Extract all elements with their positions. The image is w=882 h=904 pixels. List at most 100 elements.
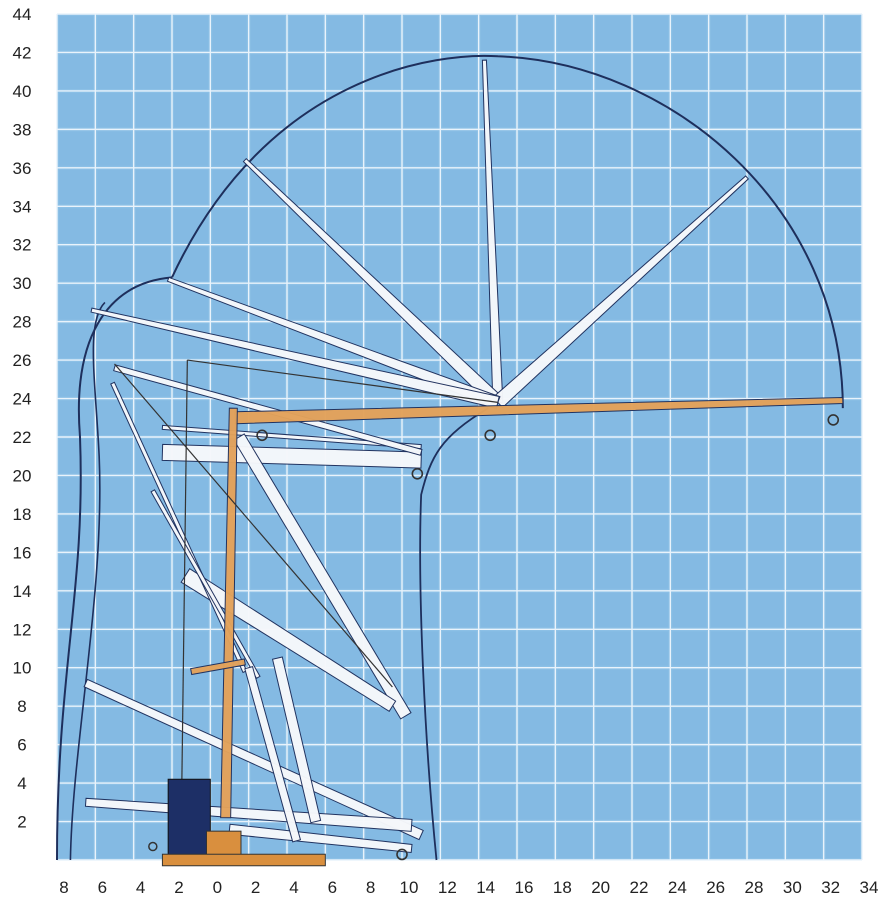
grid-cell [710, 208, 745, 243]
grid-cell [710, 746, 745, 782]
grid-cell [519, 169, 554, 205]
grid-cell [672, 323, 707, 359]
grid-cell [135, 515, 170, 551]
grid-cell [710, 285, 745, 320]
boom-low-b [84, 797, 413, 832]
grid-cell [519, 208, 554, 243]
y-tick-label: 36 [13, 159, 32, 178]
grid-cell [442, 631, 477, 666]
y-tick-label: 16 [13, 543, 32, 562]
grid-cell [135, 746, 170, 782]
grid-cell [59, 323, 94, 359]
x-tick-label: 0 [213, 878, 222, 897]
grid-cell [135, 169, 170, 205]
boom-left-mid [90, 307, 500, 409]
grid-cell [672, 246, 707, 282]
grid-cell [557, 439, 592, 474]
grid-cell [97, 708, 132, 743]
grid-cell [557, 554, 592, 589]
grid-cell [480, 515, 515, 551]
grid-cell [365, 16, 400, 51]
y-tick-label: 12 [13, 620, 32, 639]
grid-cell [634, 592, 669, 628]
grid-cell [672, 746, 707, 782]
grid-cell [519, 246, 554, 282]
grid-cell [634, 362, 669, 397]
grid-cell [289, 169, 324, 205]
grid-cell [634, 208, 669, 243]
grid-cell [480, 246, 515, 282]
grid-cell [250, 208, 285, 243]
grid-cell [212, 16, 247, 51]
grid-cell [250, 554, 285, 589]
grid-cell [289, 246, 324, 282]
grid-cell [557, 208, 592, 243]
grid-cell [825, 208, 860, 243]
y-tick-label: 44 [13, 5, 32, 24]
boom-diagonal-a [233, 433, 412, 720]
grid-cell [672, 592, 707, 628]
grid-cell [59, 362, 94, 397]
grid-cell [174, 477, 209, 512]
grid-cell [749, 746, 784, 782]
grid-cell [825, 669, 860, 705]
grid-cell [212, 131, 247, 166]
grid-cell [404, 246, 439, 282]
grid-cell [404, 54, 439, 89]
grid-cell [519, 669, 554, 705]
hook-low [396, 848, 408, 861]
grid-cell [59, 477, 94, 512]
grid-cell [97, 554, 132, 589]
grid-cell [97, 54, 132, 89]
grid-cell [59, 92, 94, 128]
y-tick-label: 20 [13, 466, 32, 485]
grid-cell [634, 323, 669, 359]
grid-cell [749, 439, 784, 474]
grid-cell [59, 708, 94, 743]
grid-cell [595, 708, 630, 743]
grid-cell [595, 169, 630, 205]
grid-cell [327, 208, 362, 243]
grid-cell [710, 631, 745, 666]
x-tick-label: 20 [591, 878, 610, 897]
grid-cell [480, 631, 515, 666]
x-tick-label: 8 [366, 878, 375, 897]
grid-cell [787, 554, 822, 589]
grid-cell [404, 16, 439, 51]
y-tick-label: 40 [13, 82, 32, 101]
grid-cell [174, 592, 209, 628]
grid-cell [557, 631, 592, 666]
grid-cell [825, 746, 860, 782]
grid-cell [212, 208, 247, 243]
grid-cell [174, 16, 209, 51]
grid-cell [787, 169, 822, 205]
operator-cab [167, 778, 211, 857]
grid-cell [365, 746, 400, 782]
grid-cell [480, 708, 515, 743]
grid-cell [519, 554, 554, 589]
grid-cell [174, 746, 209, 782]
grid-cell [749, 515, 784, 551]
grid-cell [710, 477, 745, 512]
boom-upper-arm-a [161, 424, 422, 450]
envelope-outer-left [56, 276, 173, 861]
grid-cell [442, 554, 477, 589]
grid-cell [595, 631, 630, 666]
grid-cell [442, 669, 477, 705]
cable-c [180, 360, 188, 803]
grid-cell [634, 746, 669, 782]
grid-cell [480, 439, 515, 474]
grid-cell [710, 16, 745, 51]
grid-cell [519, 785, 554, 820]
grid-cell [787, 592, 822, 628]
grid-cell [519, 746, 554, 782]
grid-cell [250, 169, 285, 205]
grid-cell [557, 285, 592, 320]
x-tick-label: 2 [174, 878, 183, 897]
grid-cell [672, 669, 707, 705]
grid-cell [710, 515, 745, 551]
grid-cell [59, 400, 94, 435]
grid-cell [557, 823, 592, 858]
x-tick-label: 16 [515, 878, 534, 897]
